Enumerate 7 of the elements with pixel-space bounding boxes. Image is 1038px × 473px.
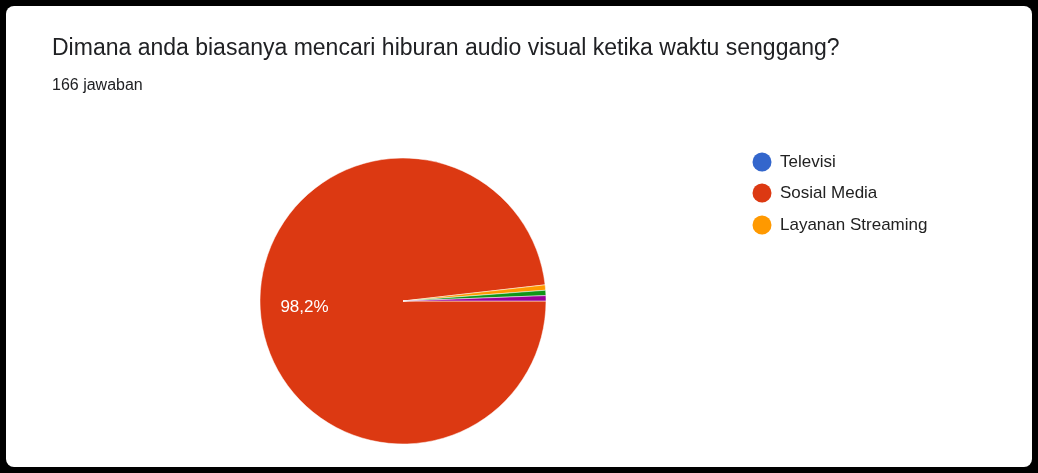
legend-label: Sosial Media [780, 183, 878, 204]
data-label: 98,2% [280, 297, 329, 317]
text: 166 jawaban [52, 76, 143, 94]
chart-title: Dimana anda biasanya mencari hiburan audio visual ketika waktu senggang? [52, 34, 840, 61]
pie-slice [259, 157, 547, 445]
legend-label: Layanan Streaming [780, 214, 928, 235]
legend-label: Televisi [780, 151, 836, 172]
